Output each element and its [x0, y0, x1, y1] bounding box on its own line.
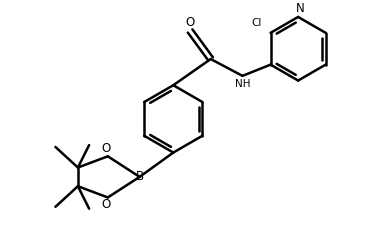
Text: N: N: [296, 2, 305, 15]
Text: O: O: [185, 16, 195, 29]
Text: NH: NH: [235, 79, 250, 89]
Text: Cl: Cl: [251, 18, 262, 29]
Text: O: O: [101, 198, 111, 211]
Text: O: O: [101, 142, 111, 155]
Text: B: B: [136, 170, 144, 183]
